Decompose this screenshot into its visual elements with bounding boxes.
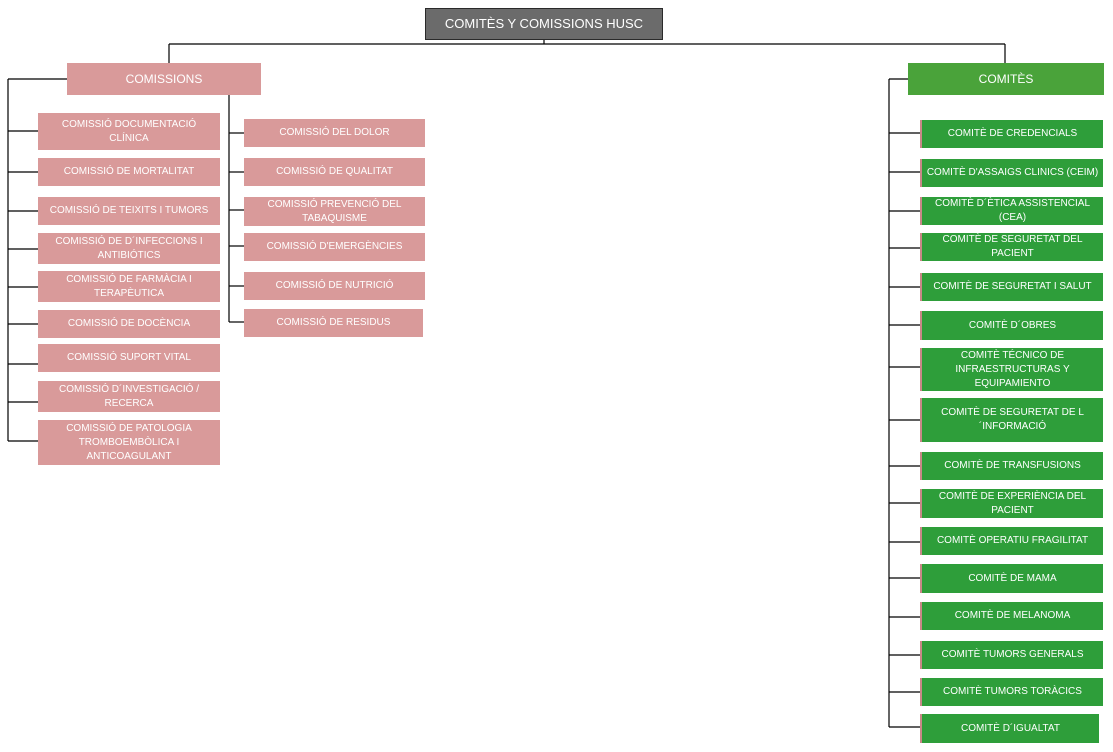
comite-seguretat-pacient: COMITÈ DE SEGURETAT DEL PACIENT: [920, 233, 1103, 261]
comissio-teixits-tumors: COMISSIÓ DE TEIXITS I TUMORS: [38, 197, 220, 225]
comite-operatiu-fragilitat: COMITÈ OPERATIU FRAGILITAT: [920, 527, 1103, 555]
comite-tumors-generals: COMITÈ TUMORS GENERALS: [920, 641, 1103, 669]
comite-mama: COMITÈ DE MAMA: [920, 564, 1103, 593]
comissions-header: COMISSIONS: [67, 63, 261, 95]
comissio-investigacio-recerca: COMISSIÓ D´INVESTIGACIÓ / RECERCA: [38, 381, 220, 412]
comite-obres: COMITÈ D´OBRES: [920, 311, 1103, 340]
comissio-mortalitat: COMISSIÓ DE MORTALITAT: [38, 158, 220, 186]
comite-assaigs-clinics: COMITÈ D'ASSAIGS CLINICS (CEIM): [920, 159, 1103, 187]
comissio-farmacia-terapeutica: COMISSIÓ DE FARMÀCIA I TERAPÈUTICA: [38, 271, 220, 302]
comissio-patologia-tromboembolica: COMISSIÓ DE PATOLOGIA TROMBOEMBÒLICA I A…: [38, 420, 220, 465]
comite-experiencia-pacient: COMITÈ DE EXPERIÈNCIA DEL PACIENT: [920, 489, 1103, 518]
chart-title: COMITÈS Y COMISSIONS HUSC: [425, 8, 663, 40]
comissio-residus: COMISSIÓ DE RESIDUS: [244, 309, 423, 337]
comite-transfusions: COMITÈ DE TRANSFUSIONS: [920, 452, 1103, 480]
comite-credencials: COMITÈ DE CREDENCIALS: [920, 120, 1103, 148]
comite-tumors-toracics: COMITÈ TUMORS TORÀCICS: [920, 678, 1103, 706]
comissio-documentacio-clinica: COMISSIÓ DOCUMENTACIÓ CLÍNICA: [38, 113, 220, 150]
comissio-qualitat: COMISSIÓ DE QUALITAT: [244, 158, 425, 186]
comissio-dolor: COMISSIÓ DEL DOLOR: [244, 119, 425, 147]
comite-etica-assistencial: COMITÈ D´ÈTICA ASSISTENCIAL (CEA): [920, 197, 1103, 225]
comissio-nutricio: COMISSIÓ DE NUTRICIÓ: [244, 272, 425, 300]
comites-header: COMITÈS: [908, 63, 1104, 95]
comite-seguretat-salut: COMITÈ DE SEGURETAT I SALUT: [920, 273, 1103, 301]
comite-infraestructuras-equipamiento: COMITÈ TÉCNICO DE INFRAESTRUCTURAS Y EQU…: [920, 348, 1103, 391]
comissio-docencia: COMISSIÓ DE DOCÈNCIA: [38, 310, 220, 338]
comite-seguretat-informacio: COMITÈ DE SEGURETAT DE L´INFORMACIÓ: [920, 398, 1103, 442]
comissio-emergencies: COMISSIÓ D'EMERGÈNCIES: [244, 233, 425, 261]
comite-igualtat: COMITÈ D´IGUALTAT: [920, 714, 1099, 743]
comite-melanoma: COMITÈ DE MELANOMA: [920, 602, 1103, 630]
comissio-suport-vital: COMISSIÓ SUPORT VITAL: [38, 344, 220, 372]
comissio-prevencio-tabaquisme: COMISSIÓ PREVENCIÓ DEL TABAQUISME: [244, 197, 425, 226]
comissio-infeccions-antibiotics: COMISSIÓ DE D´INFECCIONS I ANTIBIÓTICS: [38, 233, 220, 264]
